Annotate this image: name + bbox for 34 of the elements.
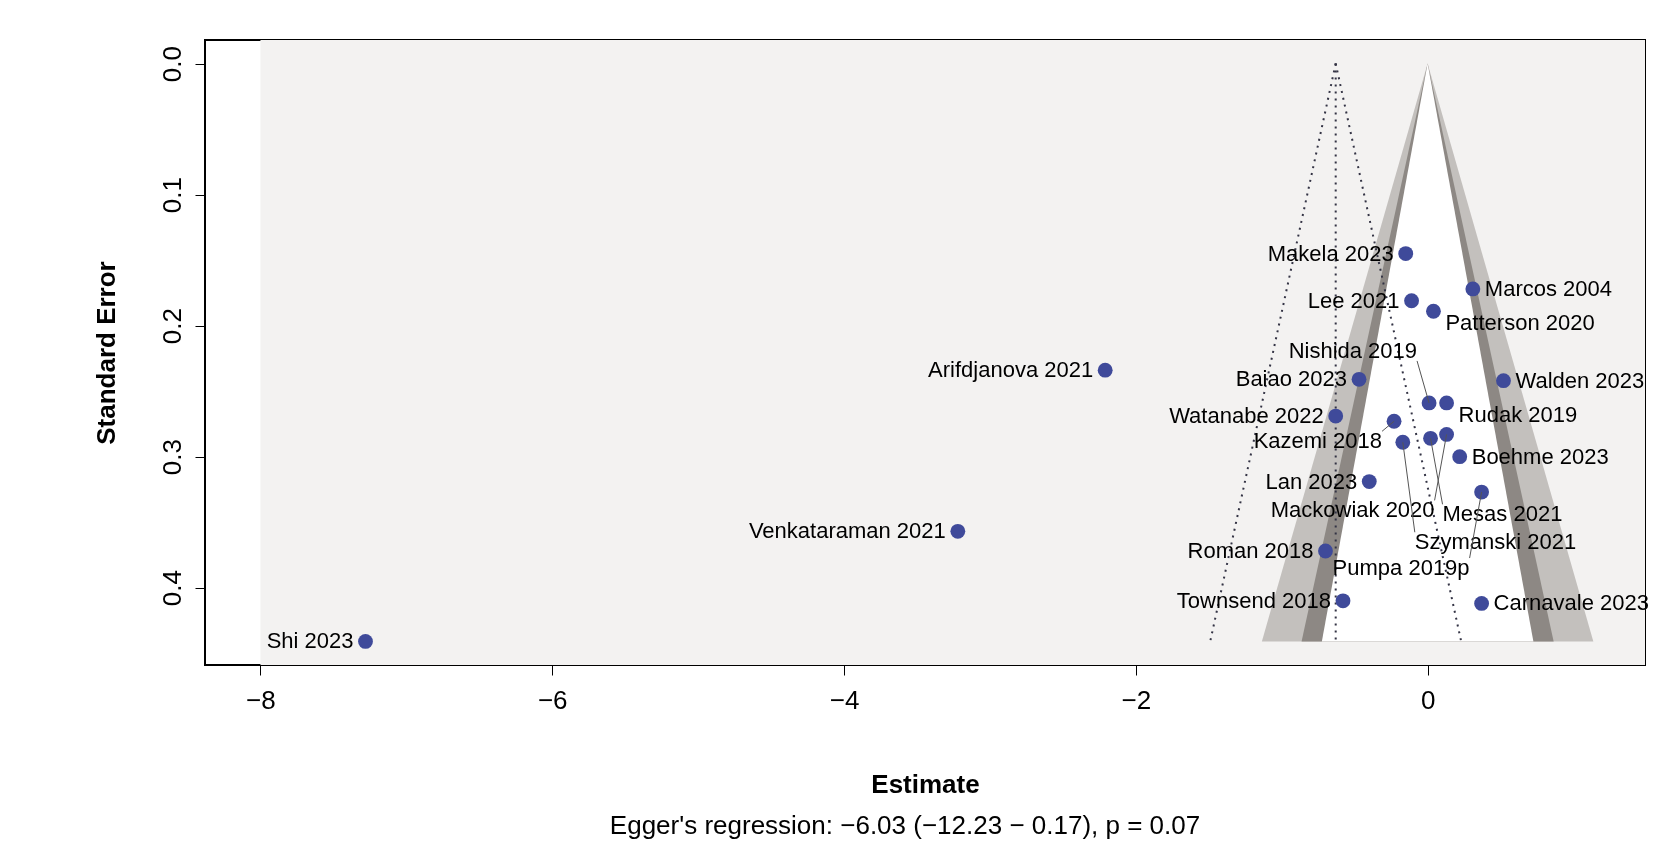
- x-tick-label: 0: [1420, 684, 1436, 715]
- x-axis-title: Estimate: [871, 768, 980, 799]
- annotation: Venkataraman 2021: [748, 518, 946, 544]
- annotation: Mesas 2021: [1442, 501, 1563, 527]
- annotation: Lan 2023: [1265, 468, 1358, 494]
- annotation: Arifdjanova 2021: [928, 357, 1094, 383]
- y-tick-label: 0.2: [156, 308, 187, 345]
- x-tick-label: −4: [829, 684, 860, 715]
- annotation: Marcos 2004: [1484, 275, 1613, 301]
- y-tick-label: 0.1: [156, 177, 187, 214]
- x-tick-label: −2: [1121, 684, 1152, 715]
- y-tick-label: 0.4: [156, 570, 187, 607]
- annotation: Szymanski 2021: [1414, 529, 1577, 555]
- annotation: Kazemi 2018: [1253, 428, 1383, 454]
- annotation: Baiao 2023: [1235, 366, 1348, 392]
- annotation: Watanabe 2022: [1169, 403, 1324, 429]
- annotation: Walden 2023: [1515, 367, 1645, 393]
- annotation: Patterson 2020: [1445, 310, 1595, 336]
- annotation: Mackowiak 2020: [1270, 497, 1435, 523]
- annotation: Lee 2021: [1307, 287, 1400, 313]
- annotation: Boehme 2023: [1471, 443, 1609, 469]
- annotation: Rudak 2019: [1458, 401, 1578, 427]
- annotation: Shi 2023: [266, 628, 354, 654]
- y-tick-label: 0.0: [156, 46, 187, 83]
- x-tick-label: −6: [537, 684, 568, 715]
- annotation: Roman 2018: [1187, 538, 1314, 564]
- annotation: Makela 2023: [1267, 240, 1394, 266]
- annotation: Pumpa 2019p: [1332, 555, 1470, 581]
- text: Egger's regression: −6.03 (−12.23 − 0.17), p = 0.07: [609, 810, 1201, 840]
- y-axis-title: Standard Error: [90, 261, 121, 445]
- annotation: Townsend 2018: [1176, 587, 1331, 613]
- y-tick-label: 0.3: [156, 439, 187, 476]
- x-tick-label: −8: [246, 684, 276, 715]
- annotation: Nishida 2019: [1288, 337, 1418, 363]
